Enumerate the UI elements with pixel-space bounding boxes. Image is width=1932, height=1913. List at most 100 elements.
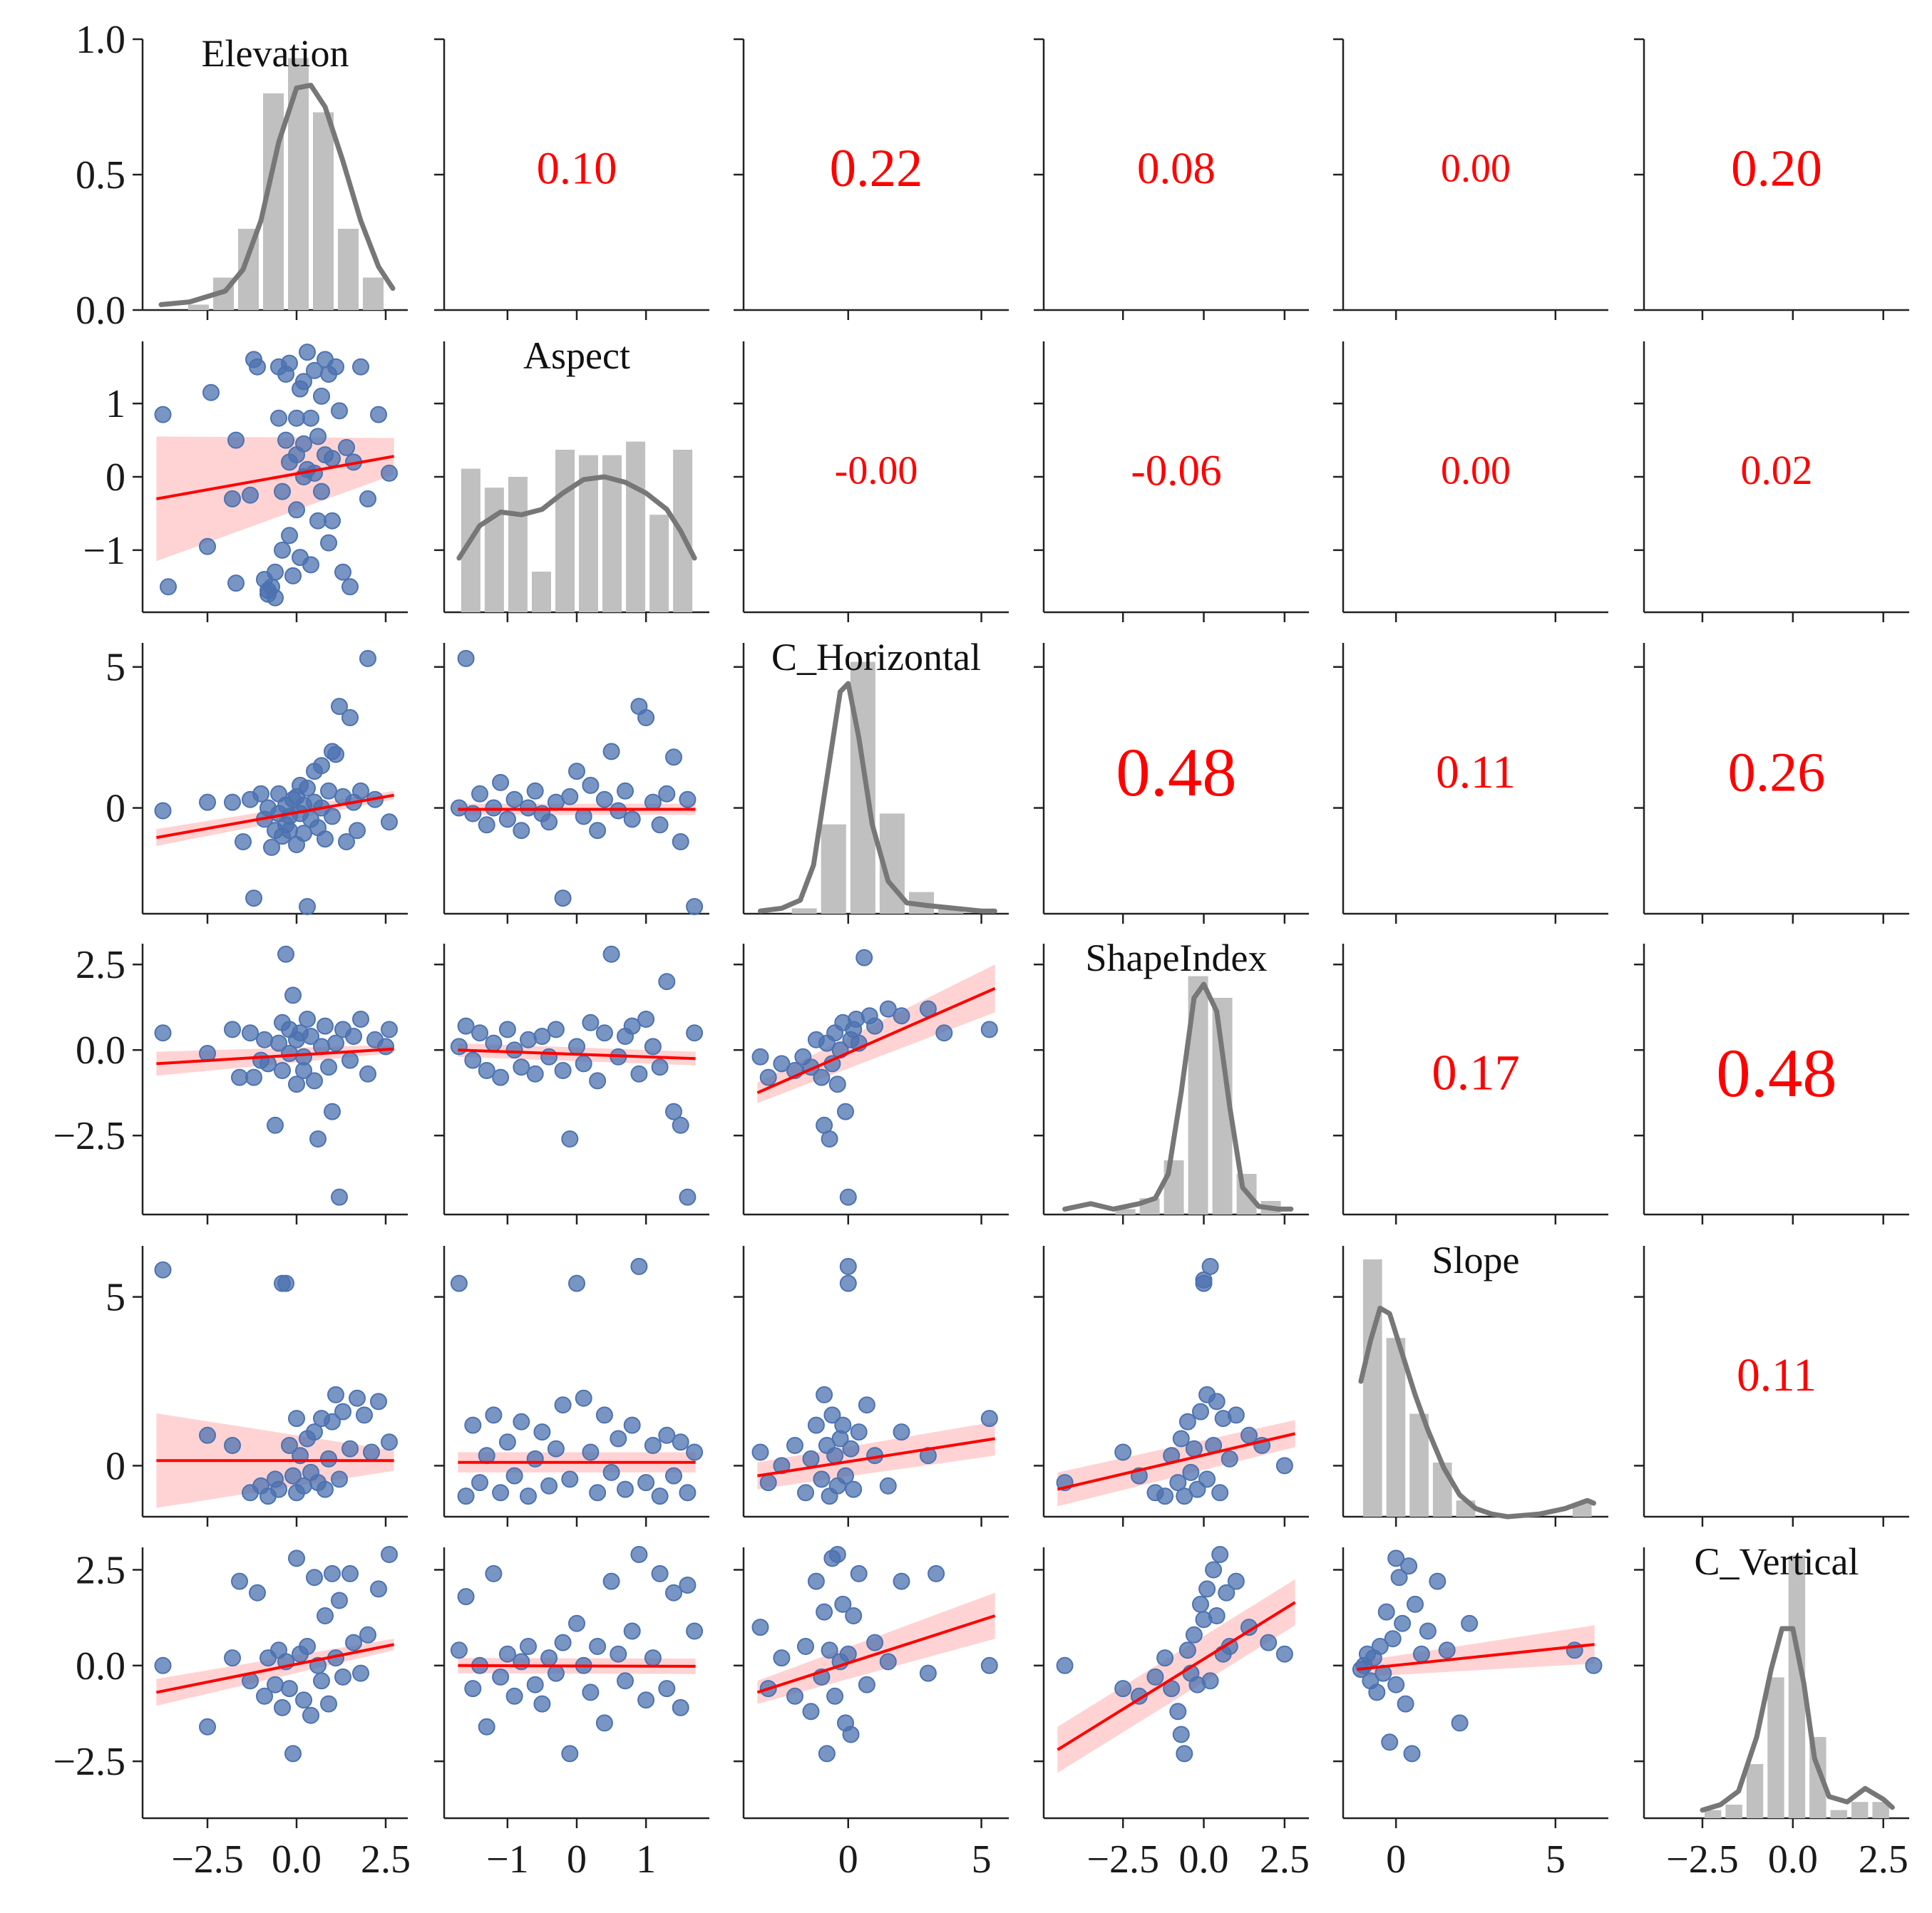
scatter-point [513, 822, 530, 840]
scatter-point [281, 1680, 298, 1698]
scatter-point [295, 373, 312, 391]
scatter-point [498, 810, 516, 828]
scatter-point [295, 825, 312, 842]
scatter-point [154, 1261, 172, 1279]
scatter-point [1156, 1649, 1174, 1667]
histogram-bar [1432, 1463, 1452, 1517]
scatter-point [554, 1396, 572, 1414]
scatter-point [1192, 1595, 1209, 1613]
scatter-point [623, 1416, 641, 1434]
scatter-point [252, 785, 269, 803]
scatter-point [526, 782, 544, 800]
scatter-point [306, 1569, 323, 1587]
scatter-point [341, 1440, 359, 1458]
confidence-band [1057, 1420, 1295, 1507]
correlation-label: 0.02 [1741, 448, 1813, 493]
x-tick-label: −2.5 [1666, 1837, 1739, 1882]
scatter-point [1169, 1474, 1187, 1492]
scatter-point [302, 1706, 319, 1724]
scatter-point [1400, 1557, 1418, 1575]
scatter-point [773, 1649, 791, 1667]
histogram-c-horizontal [791, 661, 964, 914]
scatter-point [341, 1051, 359, 1069]
correlation-label: 0.00 [1441, 147, 1511, 191]
scatter-point [845, 1480, 863, 1498]
y-tick-label: 0.5 [76, 153, 125, 197]
scatter-point [807, 1572, 825, 1590]
scatter-point [1221, 1450, 1238, 1468]
scatter-point [341, 708, 359, 726]
scatter-point [299, 898, 316, 915]
scatter-point [773, 1457, 791, 1475]
scatter-point [554, 1634, 572, 1651]
scatter-point [464, 1680, 482, 1698]
y-tick-label: −2.5 [53, 1114, 125, 1158]
scatter-point [568, 1274, 585, 1292]
scatter-point [855, 949, 873, 966]
scatter-point [359, 649, 376, 667]
scatter-point [589, 822, 607, 840]
scatter-point [302, 556, 319, 574]
scatter-point [533, 1028, 551, 1045]
scatter-point [306, 464, 323, 482]
scatter-point [306, 1423, 323, 1441]
scatter-point [313, 483, 330, 500]
scatter-point [1185, 1440, 1203, 1458]
scatter-point [1384, 1630, 1402, 1648]
y-tick-label: −1 [83, 529, 125, 573]
scatter-point [575, 808, 592, 825]
scatter-point [498, 1433, 516, 1451]
scatter-point [349, 1389, 366, 1407]
scatter-point [644, 1038, 662, 1056]
scatter-point [686, 1622, 704, 1640]
scatter-point [306, 1072, 323, 1090]
scatter-point [267, 589, 284, 607]
scatter-point [492, 1068, 510, 1086]
scatter-point [821, 1130, 838, 1148]
scatter-point [485, 1564, 503, 1582]
y-tick-label: 1.0 [76, 18, 125, 62]
histogram-c-vertical [1704, 1555, 1889, 1818]
scatter-point [1240, 1426, 1258, 1444]
histogram-bar [1725, 1805, 1742, 1818]
scatter-point [345, 1634, 362, 1651]
scatter-point [154, 802, 172, 820]
scatter-point [1192, 1403, 1209, 1420]
correlation-label: 0.26 [1728, 741, 1826, 803]
scatter-point [935, 1024, 953, 1042]
scatter-point [759, 1474, 777, 1492]
scatter-point [464, 1051, 482, 1069]
scatter-point [561, 1130, 579, 1148]
scatter-point [786, 1687, 803, 1705]
y-tick-label: 0 [106, 455, 125, 500]
scatter-point [224, 1437, 241, 1454]
scatter-point [928, 1564, 945, 1582]
scatter-point [610, 1430, 627, 1448]
scatter-point [320, 782, 337, 800]
scatter-point [154, 1656, 172, 1674]
scatter-point [242, 486, 259, 504]
correlation-label: 0.48 [1716, 1035, 1836, 1111]
correlation-label: 0.11 [1436, 747, 1516, 798]
scatter-point [879, 1000, 897, 1018]
scatter-point [526, 1676, 544, 1693]
scatter-point [637, 1011, 655, 1028]
scatter-point [823, 1406, 841, 1424]
histogram-bar [1386, 1338, 1406, 1517]
scatter-point [457, 1017, 475, 1035]
x-tick-label: 0.0 [272, 1837, 322, 1882]
scatter-point [665, 1467, 682, 1485]
scatter-point [284, 1745, 302, 1763]
scatter-point [582, 1443, 600, 1461]
scatter-point [317, 830, 334, 848]
scatter-point [1419, 1622, 1437, 1640]
scatter-point [751, 1619, 769, 1636]
scatter-point [547, 1440, 565, 1458]
variable-title-elevation: Elevation [202, 32, 349, 75]
scatter-point [492, 1668, 510, 1686]
scatter-point [284, 986, 302, 1004]
scatter-point [554, 1062, 572, 1079]
scatter-point [837, 1467, 854, 1485]
scatter-point [589, 1638, 607, 1655]
scatter-point [498, 1021, 516, 1038]
